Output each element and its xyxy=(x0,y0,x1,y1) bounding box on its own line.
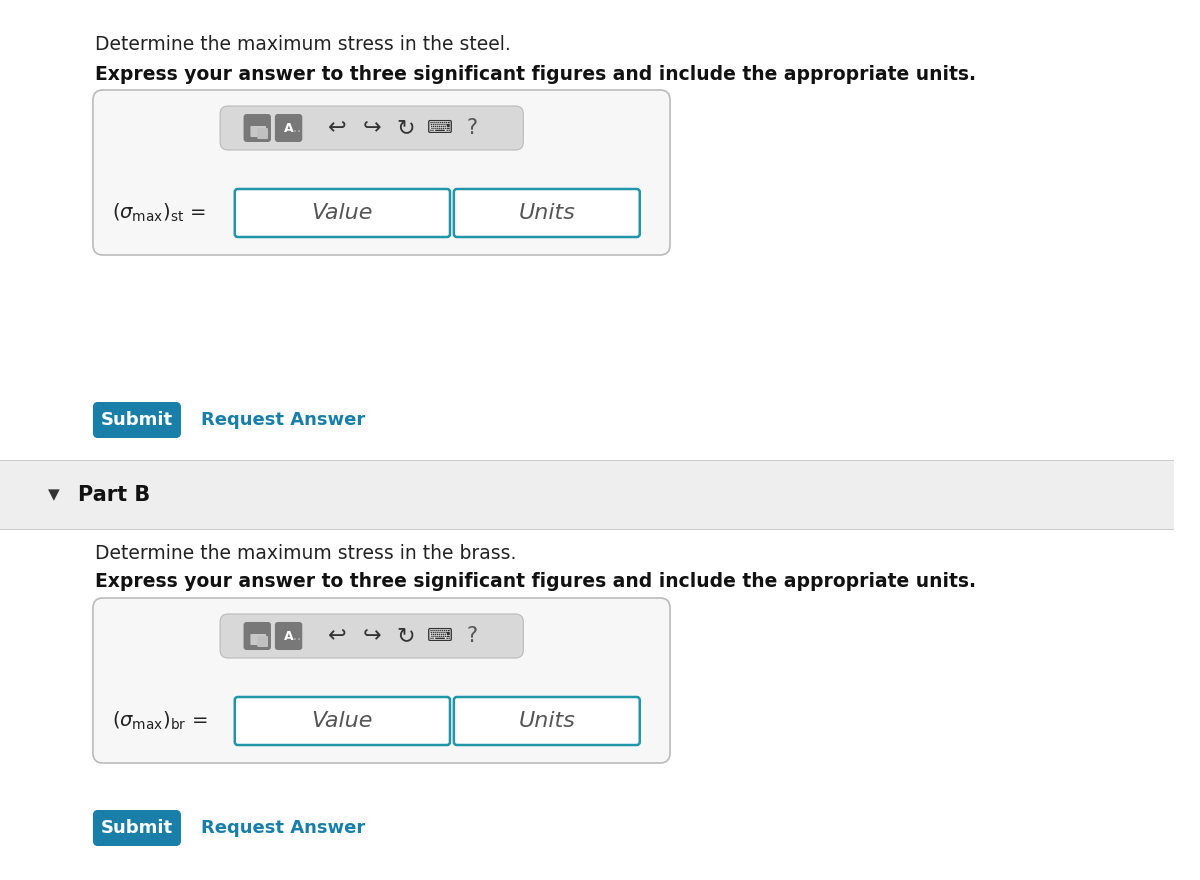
Text: $(\sigma_{\mathrm{max}})_{\mathrm{st}}$ =: $(\sigma_{\mathrm{max}})_{\mathrm{st}}$ … xyxy=(113,202,206,224)
Text: Determine the maximum stress in the steel.: Determine the maximum stress in the stee… xyxy=(95,35,511,54)
FancyBboxPatch shape xyxy=(454,189,640,237)
Text: Value: Value xyxy=(312,711,373,731)
FancyBboxPatch shape xyxy=(235,189,450,237)
Text: ↻: ↻ xyxy=(397,118,415,138)
Text: Units: Units xyxy=(518,711,575,731)
FancyBboxPatch shape xyxy=(257,128,268,139)
Text: Determine the maximum stress in the brass.: Determine the maximum stress in the bras… xyxy=(95,544,516,563)
Text: $(\sigma_{\mathrm{max}})_{\mathrm{br}}$ =: $(\sigma_{\mathrm{max}})_{\mathrm{br}}$ … xyxy=(113,710,208,732)
Bar xyxy=(0,529,1174,530)
FancyBboxPatch shape xyxy=(244,114,271,142)
FancyBboxPatch shape xyxy=(220,106,523,150)
Text: ?: ? xyxy=(467,118,478,138)
FancyBboxPatch shape xyxy=(92,598,670,763)
Text: ↪: ↪ xyxy=(362,118,382,138)
Text: Part B: Part B xyxy=(78,485,150,505)
FancyBboxPatch shape xyxy=(251,634,266,645)
FancyBboxPatch shape xyxy=(220,614,523,658)
Text: ↩: ↩ xyxy=(328,626,347,646)
Text: ?: ? xyxy=(467,626,478,646)
Text: Express your answer to three significant figures and include the appropriate uni: Express your answer to three significant… xyxy=(95,572,976,591)
Text: ↩: ↩ xyxy=(328,118,347,138)
Text: ↪: ↪ xyxy=(362,626,382,646)
Text: Value: Value xyxy=(312,203,373,223)
FancyBboxPatch shape xyxy=(235,697,450,745)
Text: ⌨: ⌨ xyxy=(427,627,454,645)
FancyBboxPatch shape xyxy=(257,636,268,647)
Text: Submit: Submit xyxy=(101,411,173,429)
Text: Request Answer: Request Answer xyxy=(200,819,365,837)
FancyBboxPatch shape xyxy=(244,622,271,650)
Text: ⌨: ⌨ xyxy=(427,119,454,137)
FancyBboxPatch shape xyxy=(92,810,181,846)
Text: A: A xyxy=(283,121,293,135)
Text: ▼: ▼ xyxy=(48,488,60,502)
FancyBboxPatch shape xyxy=(275,114,302,142)
Bar xyxy=(0,460,1174,461)
Text: ↻: ↻ xyxy=(397,626,415,646)
FancyBboxPatch shape xyxy=(92,402,181,438)
FancyBboxPatch shape xyxy=(454,697,640,745)
Bar xyxy=(0,0,1174,460)
FancyBboxPatch shape xyxy=(275,622,302,650)
Text: A: A xyxy=(283,629,293,642)
Text: Express your answer to three significant figures and include the appropriate uni: Express your answer to three significant… xyxy=(95,65,976,84)
Bar xyxy=(0,460,1174,530)
Bar xyxy=(0,530,1174,880)
Text: Request Answer: Request Answer xyxy=(200,411,365,429)
Text: ••: •• xyxy=(294,637,301,643)
FancyBboxPatch shape xyxy=(251,126,266,137)
Text: Submit: Submit xyxy=(101,819,173,837)
FancyBboxPatch shape xyxy=(92,90,670,255)
Text: Units: Units xyxy=(518,203,575,223)
Text: ••: •• xyxy=(294,129,301,135)
